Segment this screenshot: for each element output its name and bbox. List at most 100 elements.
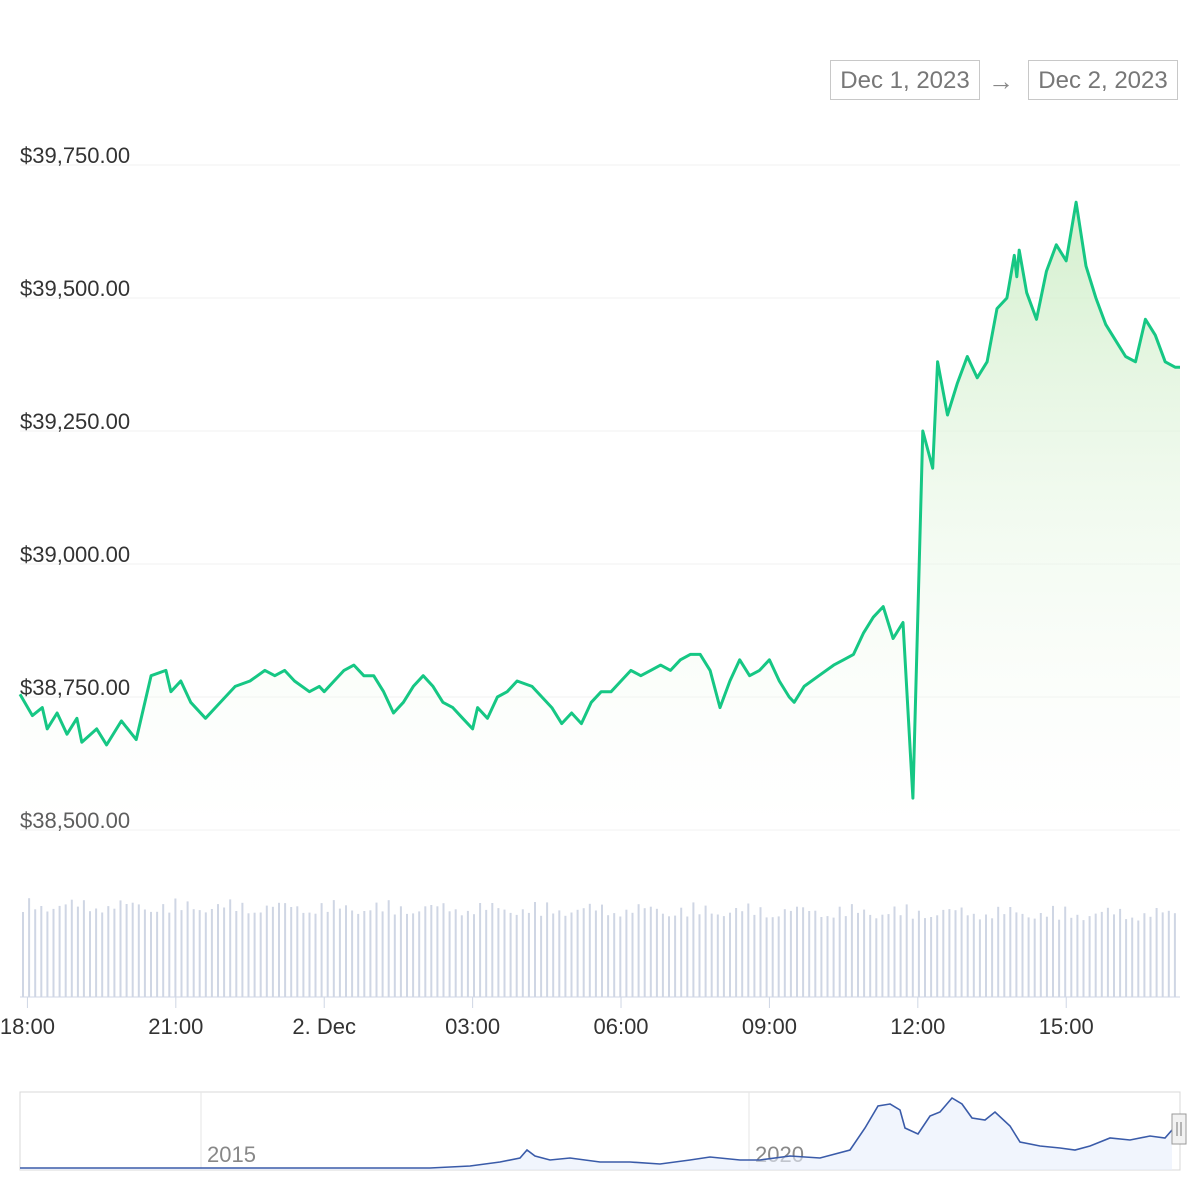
volume-bar [271,906,274,997]
volume-bar [594,910,597,997]
y-axis-tick-label: $39,250.00 [20,409,130,434]
volume-bar [844,916,847,997]
volume-bar [570,912,573,997]
range-from-input[interactable]: Dec 1, 2023 [830,60,980,100]
volume-bar [540,915,543,997]
volume-bar [753,914,756,997]
volume-bar [338,908,341,997]
volume-bar [1003,914,1006,997]
volume-bar [948,909,951,997]
volume-bar [424,906,427,997]
volume-bar [936,915,939,997]
navigator-area [20,1098,1172,1170]
volume-bar [345,905,347,997]
volume-bar [911,918,914,997]
volume-bar [326,911,329,997]
volume-bar [296,906,299,997]
range-to-input[interactable]: Dec 2, 2023 [1028,60,1178,100]
volume-bar [393,914,396,997]
volume-bar [52,908,55,997]
x-axis-ticks: 18:00 21:00 2. Dec 03:00 06:00 09:00 12:00 15:0… [0,997,1094,1039]
volume-bar [70,899,73,997]
volume-bar [546,902,549,997]
volume-bar [64,904,67,997]
volume-bar [46,911,49,997]
volume-bar [661,913,664,997]
volume-bar [863,909,866,997]
volume-bar [668,916,670,997]
volume-bar [460,915,463,997]
volume-bar [284,903,287,997]
volume-bar [491,903,494,997]
volume-bar [1113,914,1115,997]
range-arrow-icon: → [988,66,1014,96]
volume-bar [960,907,963,997]
volume-bar [631,912,634,997]
volume-bar [259,912,262,997]
volume-bar [857,912,859,997]
volume-bar [387,900,390,997]
volume-bar [82,900,85,997]
volume-bar [997,906,1000,997]
volume-bar [1027,917,1030,997]
volume-bar [899,915,902,997]
volume-bar [58,905,61,997]
volume-bar [302,912,305,997]
volume-bar [1052,905,1054,997]
navigator-label-2015: 2015 [207,1142,256,1167]
volume-bar [1161,912,1164,997]
y-axis-tick-label: $38,750.00 [20,675,130,700]
volume-bar [363,911,366,997]
volume-bar [637,904,640,997]
volume-bar [741,911,744,997]
volume-bar [991,918,994,997]
volume-bar [814,910,817,997]
volume-bar [582,908,585,997]
volume-bar [1033,918,1036,997]
volume-bar [113,908,116,997]
volume-bar [466,910,469,997]
volume-bar [381,911,384,997]
volume-bar [192,909,195,997]
volume-bar [1125,919,1128,997]
volume-bar [1094,913,1097,997]
volume-bar [107,906,110,997]
volume-bar [985,914,987,997]
volume-bar [28,898,31,997]
volume-bar [704,905,707,997]
volume-bar [771,917,774,997]
volume-bar [783,909,786,997]
volume-bar [808,911,811,997]
volume-bar [1106,907,1109,997]
volume-bar [972,913,975,997]
volume-bar [521,909,524,997]
volume-bar [131,902,134,997]
volume-bar [924,918,926,997]
volume-bar [1009,907,1012,997]
volume-bar [887,914,890,997]
volume-bar [1021,913,1024,997]
volume-bar [942,909,945,997]
volume-bar [503,909,506,997]
volume-bar [34,909,37,997]
x-axis-tick-label: 12:00 [890,1014,945,1039]
volume-bar [1039,913,1042,997]
volume-bar [552,913,555,997]
volume-bar [332,900,335,997]
volume-bar [1143,913,1146,997]
volume-bar [473,914,475,997]
volume-bar [314,913,317,997]
volume-bar [1070,917,1073,997]
navigator[interactable]: 2015 2020 [19,1091,1187,1171]
price-line[interactable] [18,200,1180,800]
volume-bar [881,914,884,997]
navigator-handle[interactable] [1171,1113,1187,1145]
volume-bar [412,913,415,997]
x-axis-tick-label: 15:00 [1039,1014,1094,1039]
volume-bar [930,917,933,997]
volume-bar [601,904,603,997]
x-axis-tick-label: 09:00 [742,1014,797,1039]
volume-bar [119,900,122,997]
volume-bar [1149,916,1152,997]
volume-bar [95,908,98,997]
